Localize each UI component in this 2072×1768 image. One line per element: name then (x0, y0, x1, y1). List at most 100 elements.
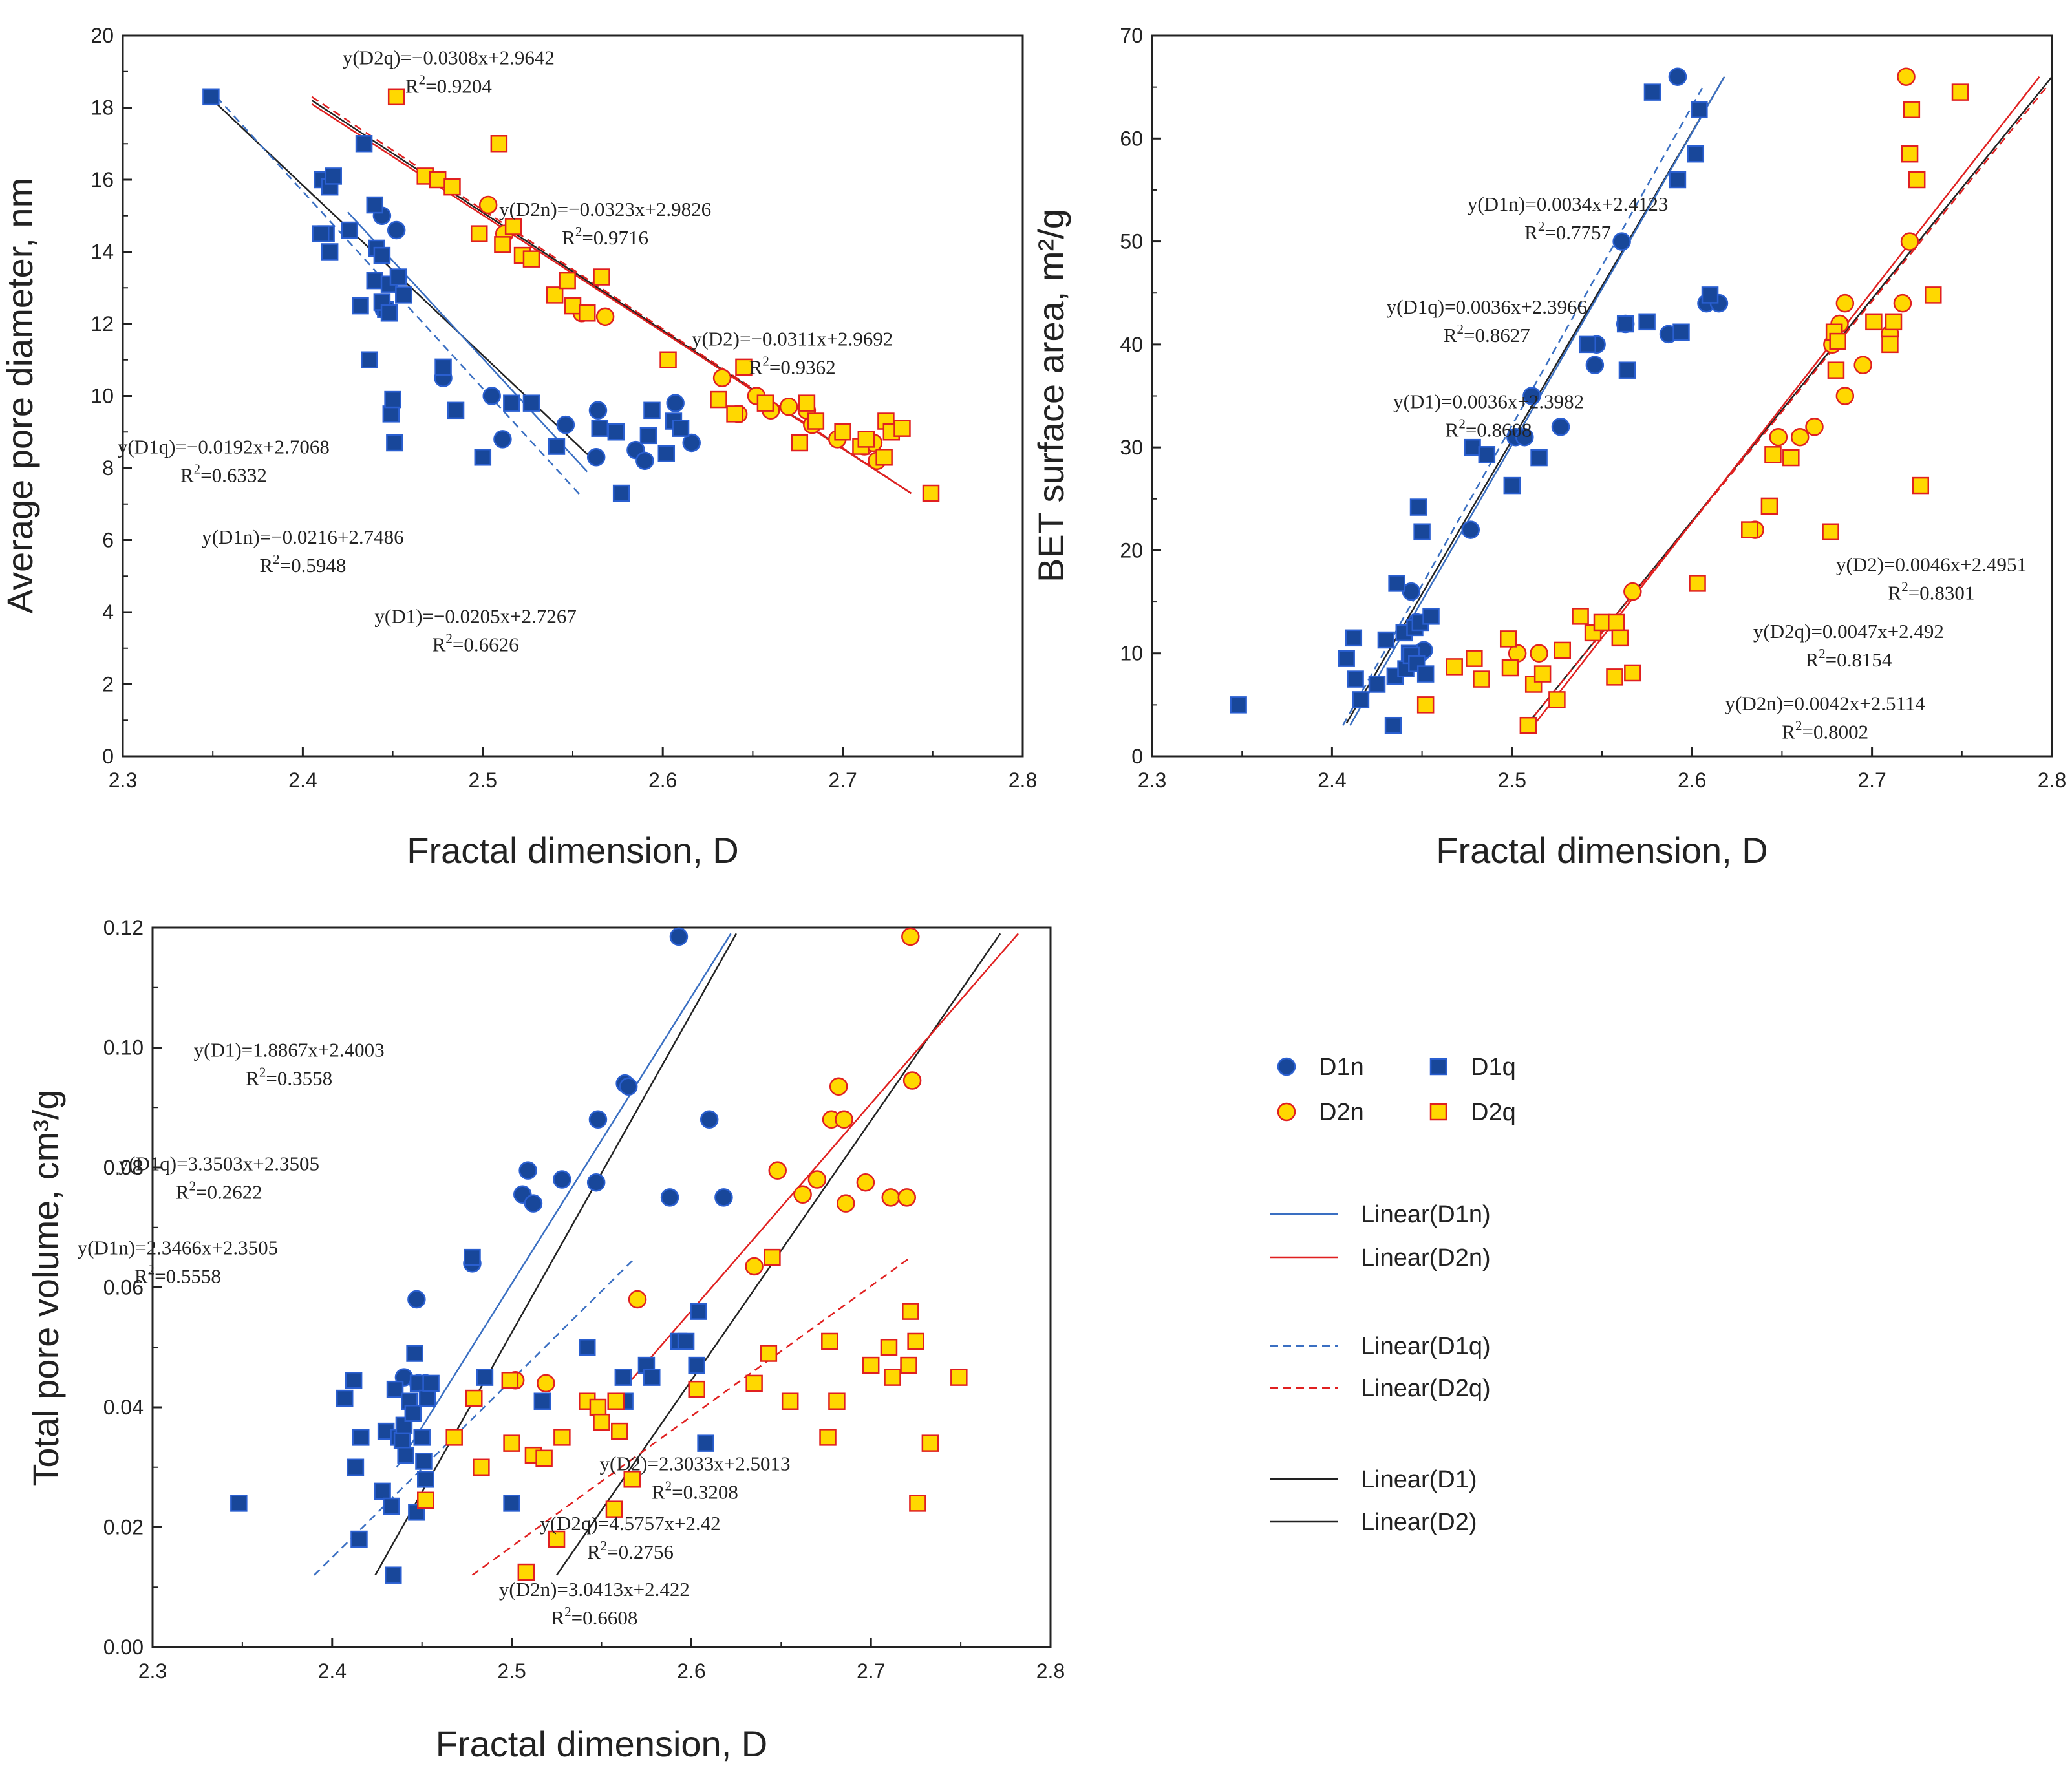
point-D2q (1829, 332, 1846, 350)
point-D1q (1478, 446, 1496, 463)
r-squared-exponent: 2 (189, 1178, 197, 1194)
point-D1n (407, 1290, 426, 1309)
r-squared-label: R2=0.8154 (1805, 646, 1892, 671)
r-squared-prefix: R (1524, 221, 1538, 244)
point-D1q (1701, 286, 1719, 304)
point-D1q (1409, 498, 1427, 516)
point-D1n (493, 430, 512, 449)
regression-equation: y(D1)=0.0036x+2.3982 (1393, 390, 1584, 413)
r-squared-exponent: 2 (148, 1262, 155, 1277)
point-D2q (1865, 313, 1883, 331)
legend-marker-D1q (1429, 1058, 1447, 1076)
y-tick-label: 0.00 (103, 1635, 144, 1659)
r-squared-label: R2=0.6626 (433, 631, 519, 656)
chart-pore_diameter: 2.3 2.4 2.5 2.6 2.7 2.8 0 2 4 6 8 10 12 14 16 18 20 Fract… (0, 24, 1037, 871)
point-D1q (389, 268, 407, 286)
r-squared-exponent: 2 (1538, 218, 1545, 234)
point-D1q (612, 484, 630, 502)
point-D1q (1638, 313, 1656, 331)
legend-line-label: Linear(D1q) (1361, 1333, 1491, 1360)
r-squared-value: =0.6332 (200, 464, 267, 487)
regression-equation: y(D1q)=3.3503x+2.3505 (119, 1153, 320, 1175)
y-tick-label: 0 (1131, 745, 1143, 768)
fit-line-D1 (374, 933, 737, 1576)
point-D1q (406, 1345, 423, 1362)
point-D1q (413, 1429, 431, 1446)
regression-equation: y(D1q)=0.0036x+2.3966 (1387, 295, 1588, 318)
point-D1n (553, 1170, 571, 1189)
point-D1q (1530, 449, 1548, 467)
point-D1q (422, 1374, 440, 1392)
r-squared-value: =0.2622 (196, 1181, 262, 1204)
point-D1n (635, 451, 654, 471)
point-D1q (476, 1369, 494, 1386)
x-tick-label: 2.3 (138, 1659, 167, 1683)
x-tick-label: 2.8 (1009, 769, 1037, 792)
point-D2q (659, 351, 677, 368)
r-squared-prefix: R (562, 226, 575, 249)
y-tick-label: 0.12 (103, 916, 144, 939)
point-D1q (1691, 101, 1708, 118)
point-D1n (1551, 418, 1570, 436)
point-D1q (404, 1405, 422, 1422)
point-D1q (607, 423, 625, 441)
point-D1q (361, 351, 378, 368)
point-D1q (579, 1339, 596, 1356)
point-D2q (1608, 613, 1625, 632)
r-squared-exponent: 2 (273, 551, 280, 567)
point-D2q (1554, 641, 1572, 659)
x-tick-label: 2.3 (109, 769, 137, 792)
point-D2q (429, 171, 447, 189)
point-D2n (1805, 418, 1824, 436)
point-D2q (1827, 361, 1845, 379)
r-squared-label: R2=0.6608 (551, 1604, 637, 1629)
point-D2q (884, 1369, 901, 1386)
x-tick-label: 2.3 (1138, 769, 1166, 792)
point-D1q (643, 401, 661, 420)
y-tick-label: 0.04 (103, 1396, 144, 1419)
point-D1q (434, 358, 452, 376)
point-D2n (1623, 582, 1642, 601)
regression-equation: y(D2n)=0.0042x+2.5114 (1725, 692, 1926, 714)
point-D1q (408, 1504, 425, 1521)
point-D2q (417, 1491, 434, 1509)
point-D2q (546, 286, 564, 304)
x-tick-label: 2.4 (318, 1659, 347, 1683)
r-squared-exponent: 2 (665, 1478, 672, 1493)
point-D1q (352, 1429, 370, 1446)
point-D1q (1345, 629, 1363, 647)
point-D2q (494, 236, 511, 253)
point-D2q (760, 1345, 778, 1362)
point-D2q (1533, 665, 1552, 683)
point-D2q (504, 218, 522, 235)
point-D1q (1687, 145, 1705, 163)
point-D2q (900, 1356, 917, 1374)
point-D1q (418, 1389, 436, 1407)
point-D1q (1377, 631, 1395, 649)
point-D2n (1530, 644, 1548, 663)
y-tick-label: 6 (102, 529, 114, 552)
point-D2n (537, 1374, 555, 1393)
point-D2q (909, 1495, 926, 1512)
point-D2q (517, 1563, 535, 1581)
r-squared-prefix: R (433, 634, 446, 656)
r-squared-label: R2=0.9204 (405, 72, 492, 98)
legend-line-label: Linear(D2q) (1361, 1375, 1491, 1402)
x-tick-label: 2.5 (469, 769, 497, 792)
legend-label-D2n: D2n (1319, 1099, 1364, 1126)
point-D1q (1503, 476, 1521, 495)
r-squared-exponent: 2 (1795, 718, 1802, 733)
y-axis-label: Total pore volume, cm³/g (25, 1089, 66, 1486)
point-D1n (586, 448, 606, 467)
point-D2q (735, 358, 753, 376)
point-D2q (1466, 650, 1483, 667)
point-D2q (548, 1530, 566, 1548)
point-D2q (756, 394, 774, 412)
point-D1q (503, 1495, 520, 1512)
point-D2q (893, 420, 911, 437)
r-squared-prefix: R (134, 1264, 148, 1287)
r-squared-prefix: R (246, 1067, 259, 1089)
point-D2q (902, 1303, 919, 1320)
point-D2n (1893, 293, 1912, 313)
